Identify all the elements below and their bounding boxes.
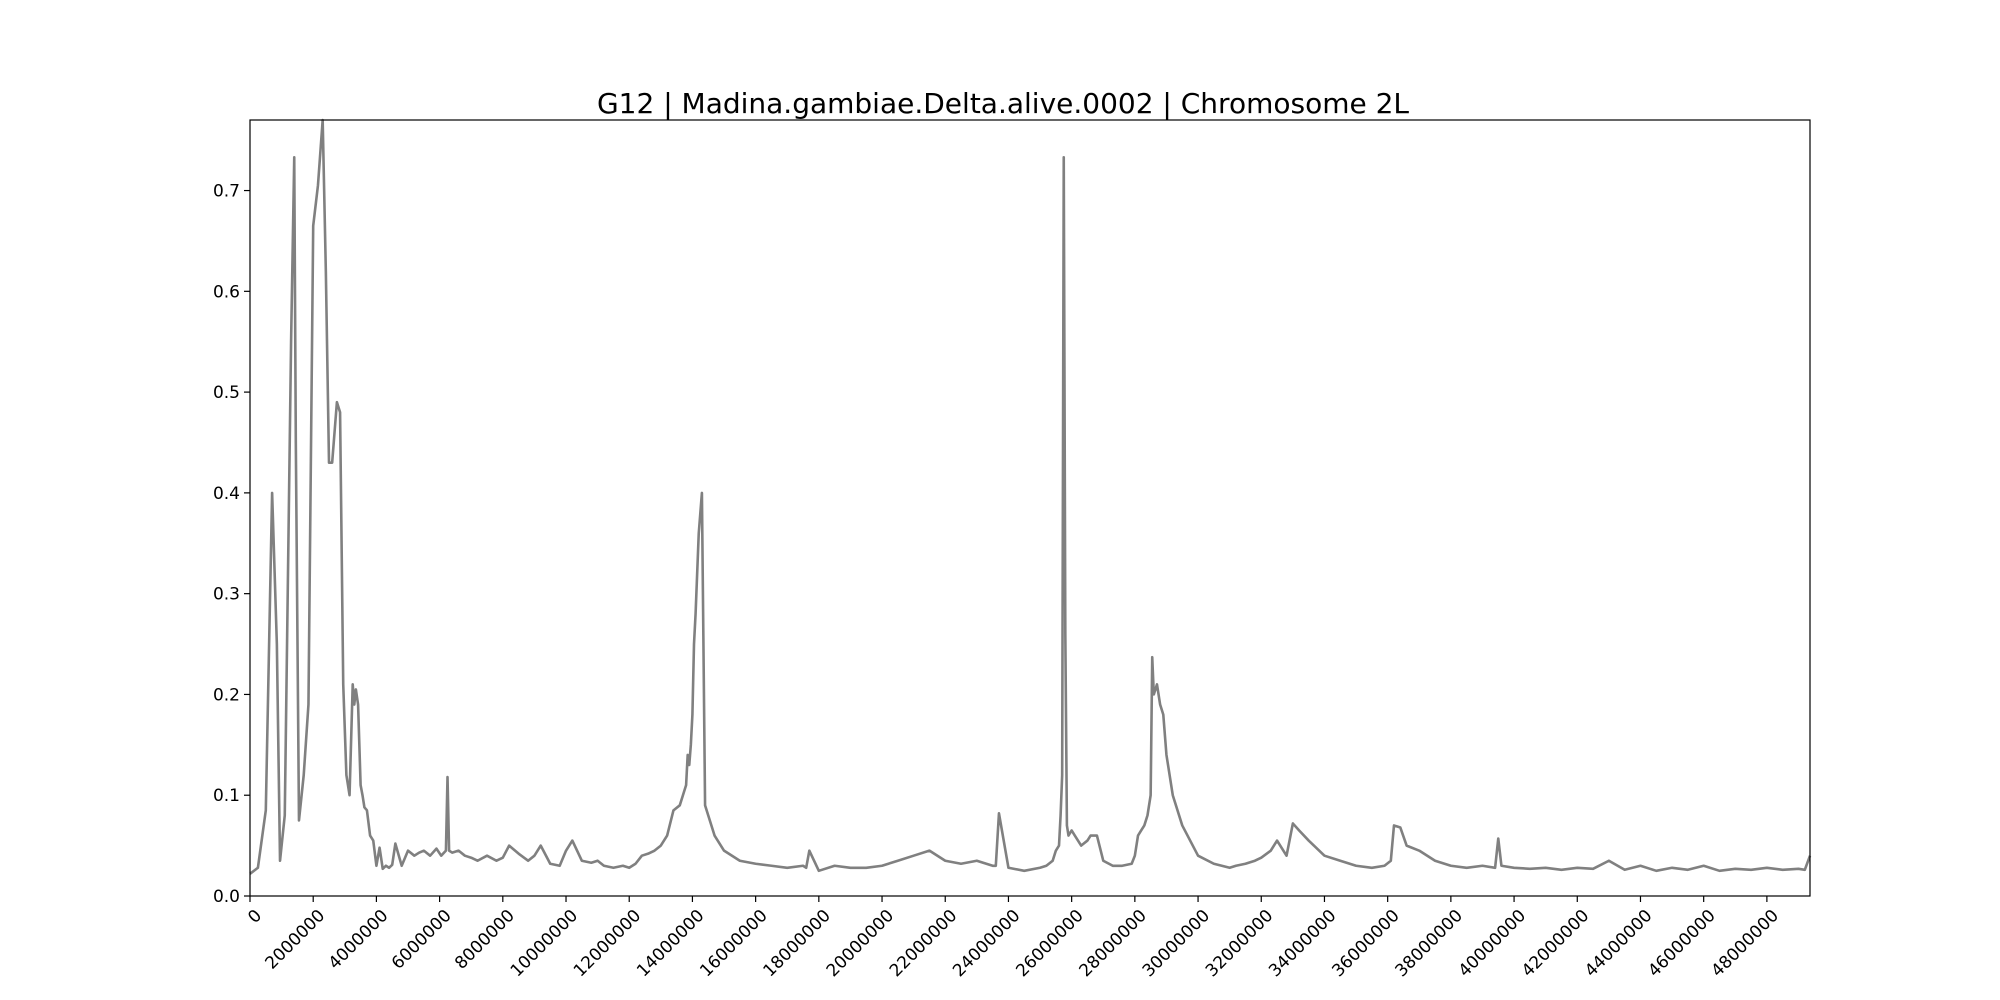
x-tick-label: 26000000	[1012, 906, 1087, 981]
x-tick-label: 40000000	[1455, 906, 1530, 981]
x-tick-label: 2000000	[262, 906, 330, 974]
x-tick-label: 24000000	[949, 906, 1024, 981]
x-tick-label: 48000000	[1708, 906, 1783, 981]
x-tick-label: 16000000	[696, 906, 771, 981]
series-line-0	[249, 118, 1812, 875]
x-tick-label: 36000000	[1328, 906, 1403, 981]
y-tick-label: 0.1	[213, 786, 240, 806]
y-tick-label: 0.0	[213, 887, 240, 907]
x-tick-label: 42000000	[1518, 906, 1593, 981]
x-tick-label: 20000000	[823, 906, 898, 981]
x-tick-label: 8000000	[451, 906, 519, 974]
x-tick-label: 12000000	[570, 906, 645, 981]
x-tick-label: 46000000	[1644, 906, 1719, 981]
x-tick-label: 32000000	[1202, 906, 1277, 981]
x-tick-label: 0	[244, 906, 266, 928]
x-tick-label: 4000000	[325, 906, 393, 974]
y-tick-label: 0.6	[213, 282, 240, 302]
x-tick-label: 44000000	[1581, 906, 1656, 981]
x-tick-label: 22000000	[886, 906, 961, 981]
x-tick-label: 10000000	[507, 906, 582, 981]
x-tick-label: 38000000	[1392, 906, 1467, 981]
x-tick-label: 30000000	[1139, 906, 1214, 981]
y-tick-label: 0.5	[213, 383, 240, 403]
x-tick-label: 34000000	[1265, 906, 1340, 981]
y-tick-label: 0.2	[213, 685, 240, 705]
y-tick-label: 0.3	[213, 585, 240, 605]
x-tick-label: 18000000	[760, 906, 835, 981]
x-tick-label: 28000000	[1076, 906, 1151, 981]
y-tick-label: 0.4	[213, 484, 240, 504]
x-tick-label: 6000000	[388, 906, 456, 974]
series-layer	[249, 118, 1812, 875]
y-axis: 0.0 0.1 0.2 0.3 0.4 0.5 0.6 0.7	[213, 182, 250, 907]
y-tick-label: 0.7	[213, 182, 240, 202]
plot-frame	[249, 119, 1811, 897]
plot-area	[249, 118, 1812, 897]
chart-title: G12 | Madina.gambiae.Delta.alive.0002 | …	[597, 87, 1409, 120]
x-axis: 0200000040000006000000800000010000000120…	[244, 896, 1783, 981]
x-tick-label: 14000000	[633, 906, 708, 981]
